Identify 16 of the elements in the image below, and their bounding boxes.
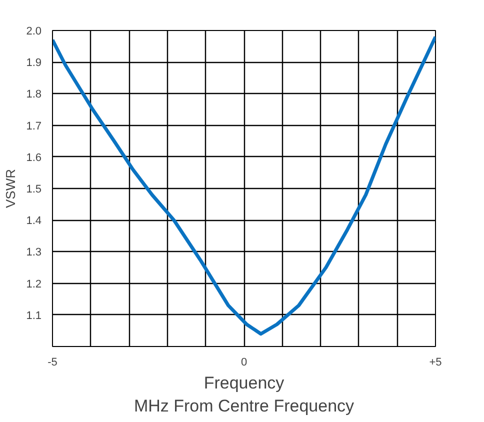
y-tick-label: 1.4 [26,215,42,228]
x-tick-label: -5 [48,356,58,368]
y-tick-label: 2.0 [26,26,42,38]
y-tick-label: 1.7 [26,120,42,132]
y-tick-label: 1.2 [26,278,42,290]
y-tick-label: 1.3 [26,246,42,259]
x-tick-label: 0 [240,356,248,368]
y-axis-title: VSWR [3,169,18,208]
y-tick-label: 1.1 [26,310,42,322]
y-tick-label: 1.9 [26,57,42,70]
x-axis-title: Frequency MHz From Centre Frequency [134,374,355,416]
x-tick-label: +5 [429,356,442,368]
line-series [52,35,436,336]
y-tick-label: 1.6 [26,152,42,164]
y-tick-label: 1.8 [26,88,42,101]
y-tick-label: 1.5 [26,184,42,196]
